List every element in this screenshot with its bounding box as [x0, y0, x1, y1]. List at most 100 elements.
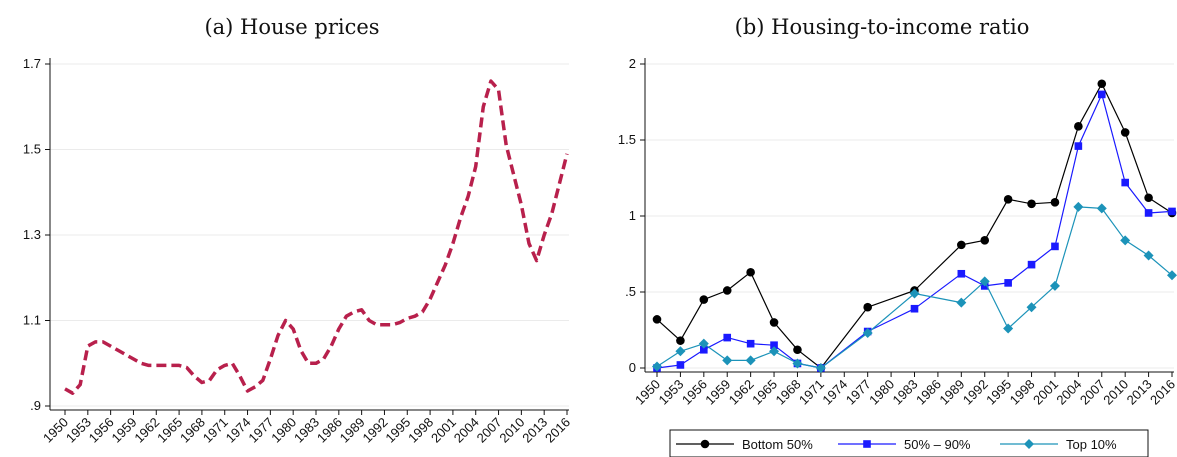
house-prices-title: (a) House prices — [204, 15, 379, 39]
series-line-0 — [64, 79, 569, 395]
x-tick-label: 1980 — [866, 377, 897, 408]
data-point — [1026, 302, 1037, 313]
x-tick-label: 1998 — [1007, 377, 1038, 408]
legend-label: Bottom 50% — [742, 437, 813, 452]
data-point — [1051, 242, 1059, 251]
data-point — [769, 346, 780, 357]
data-point — [1120, 235, 1131, 246]
series-line-0 — [656, 83, 1173, 369]
data-point — [1121, 178, 1129, 187]
legend-marker — [863, 440, 871, 448]
data-point — [1003, 194, 1013, 204]
x-tick-label: 2016 — [1147, 377, 1177, 408]
house-prices-panel: (a) House prices .91.11.31.51.7 19501953… — [23, 15, 573, 446]
data-point — [1004, 279, 1012, 287]
data-point — [722, 355, 733, 366]
legend-label: 50% – 90% — [904, 437, 971, 452]
data-point — [1074, 122, 1083, 131]
data-point — [863, 302, 872, 312]
data-point — [652, 361, 662, 372]
x-tick-label: 1956 — [679, 377, 710, 408]
x-tick-label: 1995 — [983, 377, 1014, 408]
data-point — [980, 236, 990, 245]
data-point — [700, 345, 708, 354]
data-point — [1167, 270, 1177, 281]
data-point — [699, 295, 709, 304]
data-point — [1168, 207, 1176, 216]
data-point — [909, 288, 920, 299]
y-tick-label: 1.5 — [618, 132, 636, 147]
data-point — [1049, 280, 1060, 291]
data-point — [815, 363, 826, 373]
data-point — [957, 240, 966, 250]
data-point — [792, 358, 803, 369]
data-point — [862, 328, 873, 339]
y-tick-label: 1.1 — [23, 313, 41, 328]
data-point — [745, 355, 756, 366]
y-tick-label: 1.3 — [23, 227, 41, 242]
x-tick-label: 2001 — [1030, 377, 1061, 408]
data-point — [1120, 128, 1130, 137]
x-tick-label: 2010 — [1100, 377, 1131, 408]
data-point — [1027, 260, 1036, 269]
y-tick-label: 0 — [629, 360, 636, 375]
data-point — [956, 297, 967, 308]
data-point — [676, 361, 685, 369]
x-tick-label: 2016 — [542, 415, 573, 446]
legend: Bottom 50% 50% – 90% Top 10% — [669, 429, 1149, 457]
data-point — [723, 333, 732, 342]
x-tick-label: 1965 — [749, 377, 780, 408]
legend-label: Top 10% — [1066, 437, 1117, 452]
data-point — [746, 339, 755, 348]
data-point — [1003, 323, 1014, 334]
data-point — [957, 269, 966, 278]
data-point — [1144, 209, 1153, 217]
y-tick-label: 1.5 — [23, 142, 41, 157]
series-line-1 — [656, 93, 1173, 369]
x-tick-label: 1968 — [773, 377, 804, 408]
data-point — [769, 318, 779, 327]
data-point — [675, 346, 686, 357]
x-tick-label: 1977 — [843, 377, 874, 408]
x-tick-label: 2013 — [1124, 377, 1155, 408]
x-tick-label: 1992 — [960, 377, 991, 408]
data-point — [1097, 90, 1106, 99]
data-point — [979, 276, 990, 287]
housing-to-income-title: (b) Housing-to-income ratio — [735, 15, 1030, 39]
y-tick-label: 2 — [629, 56, 636, 71]
x-tick-label: 1974 — [819, 377, 850, 408]
x-tick-label: 1986 — [913, 377, 944, 408]
y-tick-label: .9 — [30, 398, 41, 413]
x-tick-label: 2007 — [1077, 377, 1108, 408]
x-tick-label: 1950 — [632, 377, 663, 408]
y-tick-label: .5 — [625, 284, 636, 299]
data-point — [793, 345, 802, 355]
x-tick-label: 1953 — [655, 377, 686, 408]
x-tick-label: 2004 — [1053, 377, 1084, 408]
data-point — [1144, 193, 1153, 203]
data-point — [652, 315, 662, 324]
y-tick-label: 1 — [629, 208, 636, 223]
data-point — [722, 286, 732, 295]
data-point — [1143, 250, 1154, 261]
x-tick-label: 1983 — [890, 377, 921, 408]
data-point — [746, 267, 755, 277]
data-point — [676, 336, 685, 345]
x-tick-label: 1962 — [726, 377, 757, 408]
data-point — [770, 341, 778, 349]
x-tick-label: 1971 — [796, 377, 827, 408]
data-point — [698, 338, 709, 349]
legend-marker — [700, 439, 710, 449]
legend-marker — [1024, 439, 1034, 449]
data-point — [1073, 201, 1084, 212]
data-point — [1097, 79, 1107, 89]
data-point — [1027, 199, 1036, 209]
legend-box — [669, 429, 1149, 457]
data-point — [1050, 198, 1060, 207]
x-tick-label: 1989 — [936, 377, 967, 408]
data-point — [910, 304, 919, 313]
data-point — [1074, 142, 1083, 150]
housing-to-income-panel: (b) Housing-to-income ratio 0 .5 1 1.5 2 195… — [618, 15, 1177, 457]
y-tick-label: 1.7 — [23, 56, 41, 71]
